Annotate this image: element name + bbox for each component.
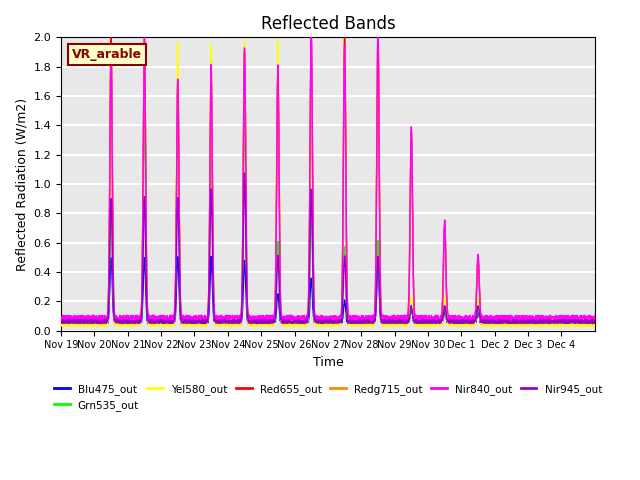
Y-axis label: Reflected Radiation (W/m2): Reflected Radiation (W/m2)	[15, 97, 28, 271]
Title: Reflected Bands: Reflected Bands	[260, 15, 396, 33]
X-axis label: Time: Time	[312, 356, 343, 369]
Legend: Blu475_out, Grn535_out, Yel580_out, Red655_out, Redg715_out, Nir840_out, Nir945_: Blu475_out, Grn535_out, Yel580_out, Red6…	[50, 380, 606, 415]
Text: VR_arable: VR_arable	[72, 48, 142, 61]
